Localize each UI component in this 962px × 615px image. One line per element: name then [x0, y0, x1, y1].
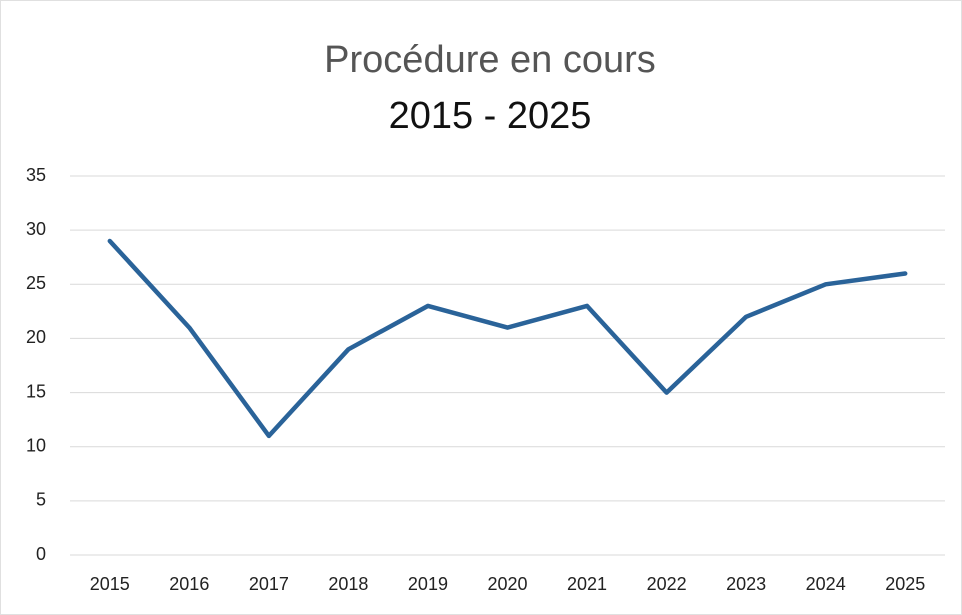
- x-tick-label: 2018: [328, 574, 368, 594]
- y-tick-label: 35: [26, 165, 46, 185]
- x-tick-label: 2021: [567, 574, 607, 594]
- y-tick-label: 25: [26, 273, 46, 293]
- y-tick-label: 0: [36, 544, 46, 564]
- x-tick-label: 2024: [806, 574, 846, 594]
- x-tick-label: 2025: [885, 574, 925, 594]
- chart-subtitle: 2015 - 2025: [389, 95, 592, 137]
- x-tick-label: 2023: [726, 574, 766, 594]
- y-tick-label: 30: [26, 219, 46, 239]
- x-tick-label: 2016: [169, 574, 209, 594]
- x-tick-label: 2020: [487, 574, 527, 594]
- y-tick-label: 5: [36, 490, 46, 510]
- chart-title: Procédure en cours: [324, 39, 656, 81]
- x-tick-label: 2015: [90, 574, 130, 594]
- y-tick-label: 20: [26, 327, 46, 347]
- x-tick-label: 2022: [647, 574, 687, 594]
- data-line: [107, 238, 908, 439]
- y-tick-label: 15: [26, 381, 46, 401]
- y-tick-label: 10: [26, 435, 46, 455]
- x-tick-label: 2019: [408, 574, 448, 594]
- x-tick-label: 2017: [249, 574, 289, 594]
